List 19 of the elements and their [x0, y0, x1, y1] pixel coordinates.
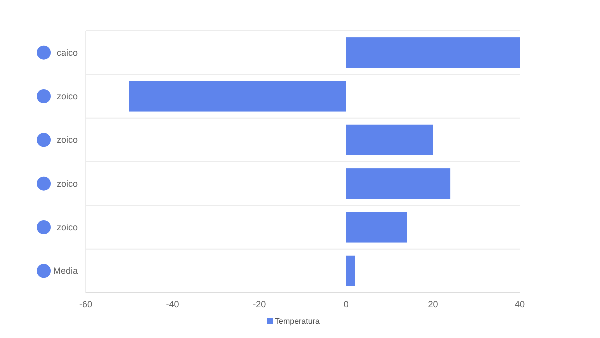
y-tick-label: caico: [56, 48, 78, 58]
bar: [346, 168, 451, 200]
y-tick-label: Media: [53, 266, 78, 276]
x-tick-label: -20: [253, 299, 266, 310]
y-tick-label: zoico: [56, 92, 78, 102]
y-tick-label: zoico: [56, 222, 78, 232]
x-tick-label: 0: [344, 299, 349, 310]
x-tick-label: 20: [428, 299, 438, 310]
legend-label: Temperatura: [275, 317, 320, 326]
bar: [346, 38, 520, 68]
bar: [346, 256, 356, 286]
x-tick-label: -60: [79, 299, 93, 310]
bar: [346, 124, 434, 156]
bar: [346, 212, 408, 243]
bar: [129, 81, 346, 112]
y-tick-label: zoico: [56, 135, 78, 146]
y-tick-label: zoico: [56, 178, 78, 189]
x-tick-label: -40: [166, 299, 180, 310]
x-tick-label: 40: [514, 299, 526, 310]
